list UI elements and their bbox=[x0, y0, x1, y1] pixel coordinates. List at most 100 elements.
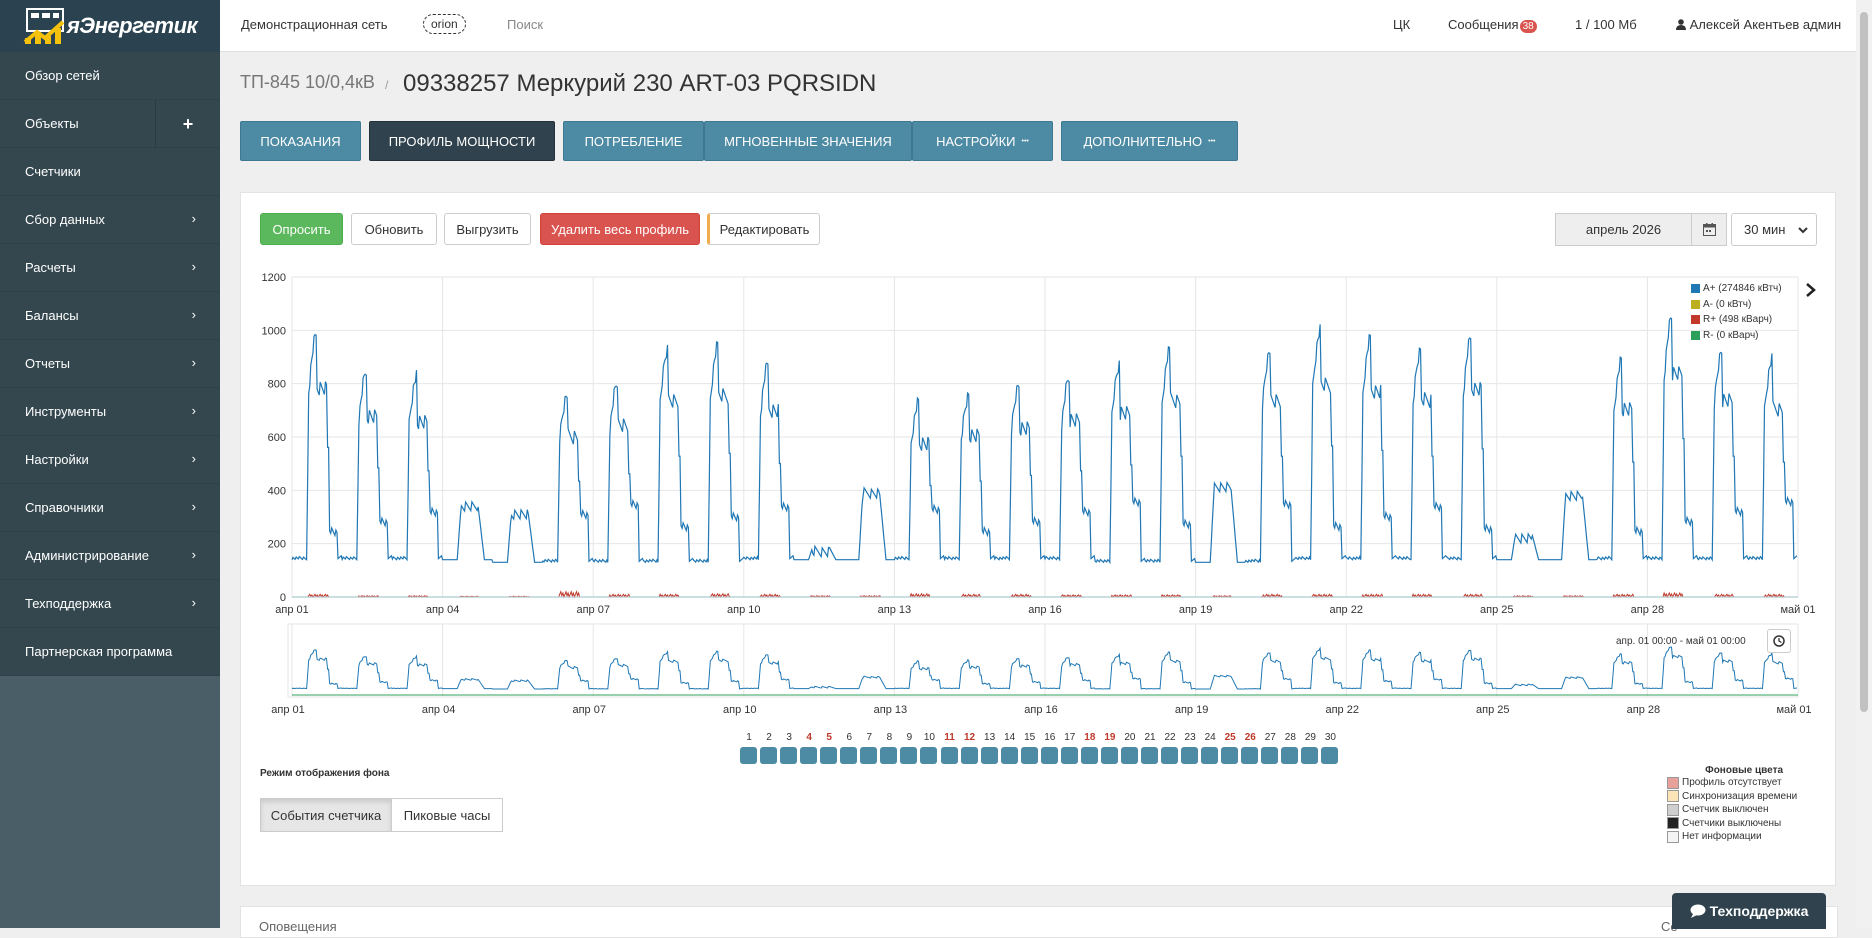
day-toggle[interactable] bbox=[1201, 747, 1219, 764]
day-toggle[interactable] bbox=[1020, 747, 1038, 764]
messages-count-badge: 38 bbox=[1519, 20, 1537, 33]
day-toggle[interactable] bbox=[1281, 747, 1299, 764]
app-logo[interactable]: яЭнергетик bbox=[0, 0, 220, 52]
sidebar-item-13[interactable]: Партнерская программа bbox=[0, 628, 220, 676]
sidebar-item-11[interactable]: Администрирование › bbox=[0, 532, 220, 580]
day-toggle[interactable] bbox=[780, 747, 798, 764]
day-toggle[interactable] bbox=[760, 747, 778, 764]
day-toggle[interactable] bbox=[1301, 747, 1319, 764]
day-toggle[interactable] bbox=[1120, 747, 1138, 764]
tab-2[interactable]: Профиль мощности bbox=[369, 121, 555, 161]
top-navbar: Демонстрационная сеть orion Поиск ЦК Соо… bbox=[220, 0, 1872, 52]
sidebar-item-1[interactable]: Обзор сетей bbox=[0, 52, 220, 100]
sidebar-item-4[interactable]: Сбор данных › bbox=[0, 196, 220, 244]
refresh-button[interactable]: Обновить bbox=[351, 213, 437, 245]
day-toggle[interactable] bbox=[1181, 747, 1199, 764]
day-toggle[interactable] bbox=[1040, 747, 1058, 764]
peak-hours-button[interactable]: Пиковые часы bbox=[391, 798, 503, 832]
edit-button[interactable]: Редактировать bbox=[707, 213, 820, 245]
day-toggle[interactable] bbox=[900, 747, 918, 764]
search-link[interactable]: Поиск bbox=[507, 17, 544, 32]
day-toggle[interactable] bbox=[980, 747, 998, 764]
day-toggle[interactable] bbox=[940, 747, 958, 764]
export-button[interactable]: Выгрузить bbox=[444, 213, 531, 245]
day-toggle[interactable] bbox=[1100, 747, 1118, 764]
month-picker[interactable]: апрель 2026 bbox=[1555, 213, 1692, 246]
sidebar-item-label: Расчеты bbox=[25, 260, 76, 275]
poll-button[interactable]: Опросить bbox=[260, 213, 343, 245]
tab-3[interactable]: Потребление bbox=[563, 121, 704, 161]
sidebar-item-5[interactable]: Расчеты › bbox=[0, 244, 220, 292]
messages-label: Сообщения bbox=[1448, 17, 1519, 32]
breadcrumb-substation[interactable]: ТП-845 10/0,4кВ bbox=[240, 72, 375, 92]
add-object-button[interactable]: + bbox=[155, 100, 220, 148]
tab-1[interactable]: Показания bbox=[240, 121, 361, 161]
day-toggle[interactable] bbox=[820, 747, 838, 764]
meter-events-button[interactable]: События счетчика bbox=[260, 798, 392, 832]
day-toggle[interactable] bbox=[920, 747, 938, 764]
user-menu[interactable]: Алексей Акентьев админ bbox=[1676, 17, 1841, 32]
chart-legend: A+ (274846 кВтч) A- (0 кВтч) R+ (498 кВарч… bbox=[1691, 281, 1782, 343]
day-toggle[interactable] bbox=[1241, 747, 1259, 764]
chevron-right-icon: › bbox=[191, 547, 196, 562]
day-toggle[interactable] bbox=[1000, 747, 1018, 764]
sidebar-item-label: Справочники bbox=[25, 500, 104, 515]
day-toggle[interactable] bbox=[1261, 747, 1279, 764]
day-number: 25 bbox=[1224, 732, 1236, 743]
sidebar-item-12[interactable]: Техподдержка › bbox=[0, 580, 220, 628]
day-toggle[interactable] bbox=[840, 747, 858, 764]
scrollbar-thumb[interactable] bbox=[1860, 12, 1868, 712]
legend-swatch bbox=[1691, 299, 1700, 309]
legend-label: R+ (498 кВарч) bbox=[1703, 314, 1773, 326]
notifications-title: Оповещения bbox=[259, 919, 337, 934]
interval-select[interactable]: 30 мин bbox=[1731, 213, 1817, 246]
bg-legend-swatch bbox=[1667, 817, 1679, 830]
day-toggle[interactable] bbox=[1321, 747, 1339, 764]
clock-icon bbox=[1773, 635, 1785, 647]
legend-item[interactable]: A- (0 кВтч) bbox=[1691, 297, 1782, 313]
chevron-right-icon: › bbox=[191, 259, 196, 274]
legend-item[interactable]: R- (0 кВарч) bbox=[1691, 328, 1782, 344]
day-toggle[interactable] bbox=[1080, 747, 1098, 764]
sidebar-item-3[interactable]: Счетчики bbox=[0, 148, 220, 196]
sidebar-item-label: Обзор сетей bbox=[25, 68, 100, 83]
page-scrollbar[interactable] bbox=[1856, 0, 1872, 928]
day-number: 15 bbox=[1024, 732, 1036, 743]
day-toggle[interactable] bbox=[1161, 747, 1179, 764]
legend-next-arrow[interactable] bbox=[1804, 282, 1818, 298]
day-toggle[interactable] bbox=[1221, 747, 1239, 764]
support-button[interactable]: Техподдержка bbox=[1672, 893, 1826, 929]
tab-6[interactable]: Дополнительно ••• bbox=[1061, 121, 1238, 161]
tab-5[interactable]: Настройки ••• bbox=[912, 121, 1053, 161]
day-toggle[interactable] bbox=[960, 747, 978, 764]
messages-link[interactable]: Сообщения 38 bbox=[1448, 17, 1537, 33]
sidebar-item-2[interactable]: Объекты + bbox=[0, 100, 220, 148]
day-toggle[interactable] bbox=[800, 747, 818, 764]
network-name[interactable]: Демонстрационная сеть bbox=[241, 17, 388, 32]
sidebar-item-9[interactable]: Настройки › bbox=[0, 436, 220, 484]
legend-item[interactable]: R+ (498 кВарч) bbox=[1691, 312, 1782, 328]
tab-4[interactable]: Мгновенные значения bbox=[704, 121, 912, 161]
sidebar-item-7[interactable]: Отчеты › bbox=[0, 340, 220, 388]
day-toggle[interactable] bbox=[740, 747, 757, 764]
more-icon: ••• bbox=[1208, 137, 1216, 145]
sidebar-menu: Обзор сетей Объекты + Счетчики Сбор данных › Р… bbox=[0, 52, 220, 676]
cc-link[interactable]: ЦК bbox=[1393, 17, 1411, 32]
delete-profile-button[interactable]: Удалить весь профиль bbox=[540, 213, 700, 245]
day-toggle[interactable] bbox=[860, 747, 878, 764]
day-number: 29 bbox=[1304, 732, 1316, 743]
tab-label: Показания bbox=[260, 133, 341, 149]
day-number: 26 bbox=[1244, 732, 1256, 743]
sidebar-item-10[interactable]: Справочники › bbox=[0, 484, 220, 532]
network-tag[interactable]: orion bbox=[423, 14, 466, 34]
calendar-button[interactable] bbox=[1691, 213, 1727, 246]
range-reset-button[interactable] bbox=[1767, 629, 1791, 653]
sidebar-item-6[interactable]: Балансы › bbox=[0, 292, 220, 340]
legend-item[interactable]: A+ (274846 кВтч) bbox=[1691, 281, 1782, 297]
day-number: 10 bbox=[923, 732, 935, 743]
sidebar-item-8[interactable]: Инструменты › bbox=[0, 388, 220, 436]
day-toggle[interactable] bbox=[1060, 747, 1078, 764]
day-toggle[interactable] bbox=[880, 747, 898, 764]
day-toggle[interactable] bbox=[1141, 747, 1158, 764]
legend-label: R- (0 кВарч) bbox=[1703, 329, 1759, 341]
